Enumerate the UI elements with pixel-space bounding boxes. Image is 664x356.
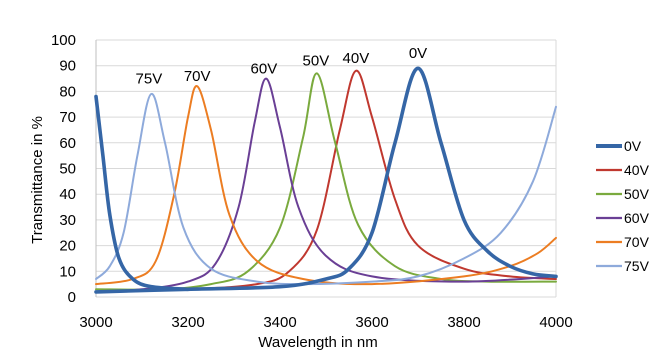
gridlines	[95, 39, 557, 298]
x-tick-label: 3800	[447, 314, 480, 331]
legend-label: 0V	[624, 138, 642, 154]
y-axis-ticks: 0 10 20 30 40 50 60 70 80 90 100	[51, 32, 76, 306]
peak-labels: 75V 70V 60V 50V 40V 0V	[136, 45, 428, 88]
series-line-40v	[95, 69, 557, 293]
x-tick-label: 3400	[263, 314, 296, 331]
y-tick-label: 10	[59, 263, 76, 280]
y-axis-title: Transmittance in %	[29, 116, 46, 244]
series-line-70v	[95, 85, 557, 286]
legend-label: 70V	[624, 234, 650, 250]
x-tick-label: 3600	[355, 314, 388, 331]
series-line-0v-left-edge	[94, 94, 190, 292]
series-line-0v	[94, 66, 558, 294]
y-tick-label: 100	[51, 32, 76, 49]
series-line-60v	[95, 77, 557, 293]
y-tick-label: 50	[59, 161, 76, 178]
y-tick-label: 30	[59, 212, 76, 229]
peak-label: 40V	[343, 50, 370, 67]
x-axis-title: Wavelength in nm	[258, 334, 378, 351]
y-tick-label: 80	[59, 83, 76, 100]
series-group	[94, 66, 558, 294]
x-tick-label: 3200	[171, 314, 204, 331]
y-tick-label: 70	[59, 109, 76, 126]
peak-label: 0V	[409, 45, 427, 62]
legend-label: 60V	[624, 210, 650, 226]
legend-label: 75V	[624, 258, 650, 274]
legend-label: 50V	[624, 186, 650, 202]
y-tick-label: 40	[59, 186, 76, 203]
peak-label: 60V	[251, 60, 278, 77]
peak-label: 50V	[303, 53, 330, 70]
x-tick-label: 3000	[79, 314, 112, 331]
y-tick-label: 60	[59, 135, 76, 152]
legend: 0V 40V 50V 60V 70V 75V	[596, 138, 650, 274]
legend-label: 40V	[624, 162, 650, 178]
y-tick-label: 90	[59, 58, 76, 75]
x-tick-label: 4000	[539, 314, 572, 331]
y-tick-label: 0	[68, 289, 76, 306]
y-tick-label: 20	[59, 238, 76, 255]
x-axis-ticks: 3000 3200 3400 3600 3800 4000	[79, 314, 572, 331]
peak-label: 75V	[136, 71, 163, 88]
peak-label: 70V	[184, 68, 211, 85]
